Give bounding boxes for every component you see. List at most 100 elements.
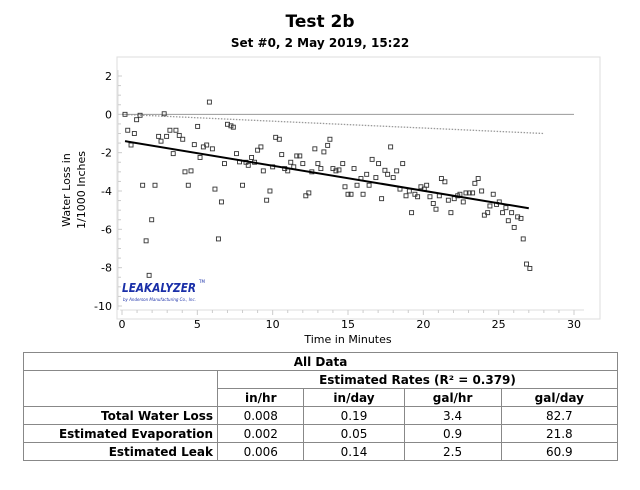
table-row: Estimated Leak 0.006 0.14 2.5 60.9 bbox=[23, 442, 619, 461]
row-label: Total Water Loss bbox=[23, 406, 218, 425]
data-point bbox=[511, 224, 517, 230]
data-point bbox=[379, 196, 385, 202]
data-point bbox=[364, 171, 370, 177]
data-point bbox=[306, 190, 312, 196]
data-point bbox=[258, 144, 264, 150]
data-point bbox=[294, 153, 300, 159]
y-axis-label-2: 1/1000 Inches bbox=[75, 151, 88, 229]
x-tick-label: 5 bbox=[194, 318, 201, 331]
data-point bbox=[373, 175, 379, 181]
data-point bbox=[137, 112, 143, 118]
data-point bbox=[333, 168, 339, 174]
data-point bbox=[366, 182, 372, 188]
data-point bbox=[348, 191, 354, 197]
data-point bbox=[524, 261, 529, 267]
table-row: Estimated Evaporation 0.002 0.05 0.9 21.8 bbox=[23, 424, 619, 443]
data-point bbox=[518, 215, 524, 221]
data-point bbox=[170, 151, 176, 157]
data-point bbox=[438, 176, 444, 181]
data-point bbox=[146, 272, 152, 278]
data-point bbox=[485, 210, 491, 216]
data-point bbox=[479, 188, 485, 194]
data-point bbox=[409, 210, 415, 216]
data-point bbox=[182, 169, 188, 175]
data-point bbox=[412, 191, 418, 197]
data-point bbox=[300, 161, 306, 167]
evaporation-line bbox=[121, 113, 544, 135]
data-point bbox=[225, 121, 230, 127]
data-point bbox=[264, 197, 270, 203]
leakalyzer-logo: LEAKALYZER TM by Anderson Manufacturing … bbox=[122, 279, 205, 302]
x-tick-label: 20 bbox=[416, 318, 430, 331]
data-point bbox=[180, 136, 186, 142]
data-point bbox=[212, 186, 218, 192]
data-point bbox=[342, 184, 348, 190]
x-tick-label: 30 bbox=[567, 318, 581, 331]
logo-text: LEAKALYZER bbox=[122, 281, 196, 295]
table-cell: 0.006 bbox=[216, 442, 305, 461]
data-point bbox=[197, 155, 203, 160]
y-tick-label: 0 bbox=[105, 108, 112, 121]
logo-tm: TM bbox=[198, 279, 205, 284]
data-point bbox=[240, 182, 245, 188]
data-point bbox=[288, 159, 294, 165]
data-point bbox=[487, 203, 493, 209]
data-point bbox=[403, 193, 409, 199]
data-point bbox=[433, 206, 439, 212]
data-point bbox=[267, 188, 273, 194]
data-point bbox=[448, 210, 454, 216]
y-axis-label-1: Water Loss in bbox=[60, 153, 73, 227]
data-point bbox=[176, 132, 182, 138]
table-cell: 60.9 bbox=[500, 442, 619, 461]
data-point bbox=[325, 142, 331, 148]
data-point bbox=[164, 133, 170, 139]
data-point bbox=[445, 197, 451, 203]
data-point bbox=[460, 199, 466, 205]
data-point bbox=[318, 166, 324, 172]
logo-tagline: by Anderson Manufacturing Co., Inc. bbox=[123, 297, 196, 302]
data-point bbox=[466, 190, 472, 196]
data-point bbox=[140, 182, 146, 188]
data-point bbox=[385, 171, 391, 177]
table-cell: 0.05 bbox=[303, 424, 405, 443]
data-point bbox=[134, 117, 140, 123]
data-point bbox=[161, 111, 167, 117]
column-header: in/hr bbox=[216, 388, 305, 407]
x-tick-label: 25 bbox=[492, 318, 506, 331]
data-point bbox=[515, 214, 521, 220]
row-label: Estimated Leak bbox=[23, 442, 218, 461]
data-point bbox=[503, 205, 509, 211]
data-point bbox=[390, 175, 396, 181]
table-cell: 21.8 bbox=[500, 424, 619, 443]
data-point bbox=[131, 131, 137, 136]
data-point bbox=[427, 194, 433, 200]
data-point bbox=[442, 179, 448, 185]
results-table: All Data Estimated Rates (R² = 0.379) in… bbox=[23, 352, 619, 461]
data-point bbox=[505, 218, 511, 224]
data-point bbox=[321, 149, 327, 155]
column-header: gal/day bbox=[500, 388, 619, 407]
data-point bbox=[209, 146, 215, 152]
data-point bbox=[156, 133, 162, 139]
data-point bbox=[340, 161, 346, 167]
data-point bbox=[279, 152, 285, 158]
data-point bbox=[188, 168, 194, 174]
y-tick-label: -6 bbox=[101, 223, 112, 236]
data-point bbox=[490, 191, 496, 197]
data-point bbox=[195, 123, 201, 129]
y-tick-label: 2 bbox=[105, 70, 112, 83]
data-point bbox=[255, 147, 261, 153]
data-point bbox=[143, 238, 149, 244]
data-point bbox=[122, 111, 128, 117]
data-point bbox=[376, 161, 382, 167]
data-point bbox=[167, 127, 173, 133]
table-cell: 2.5 bbox=[403, 442, 502, 461]
data-point bbox=[303, 193, 309, 199]
data-point bbox=[475, 176, 481, 181]
table-cell: 0.002 bbox=[216, 424, 305, 443]
chart-subtitle: Set #0, 2 May 2019, 15:22 bbox=[230, 36, 410, 50]
data-point bbox=[463, 190, 469, 196]
table-title: All Data bbox=[23, 352, 618, 371]
column-header: in/day bbox=[303, 388, 405, 407]
